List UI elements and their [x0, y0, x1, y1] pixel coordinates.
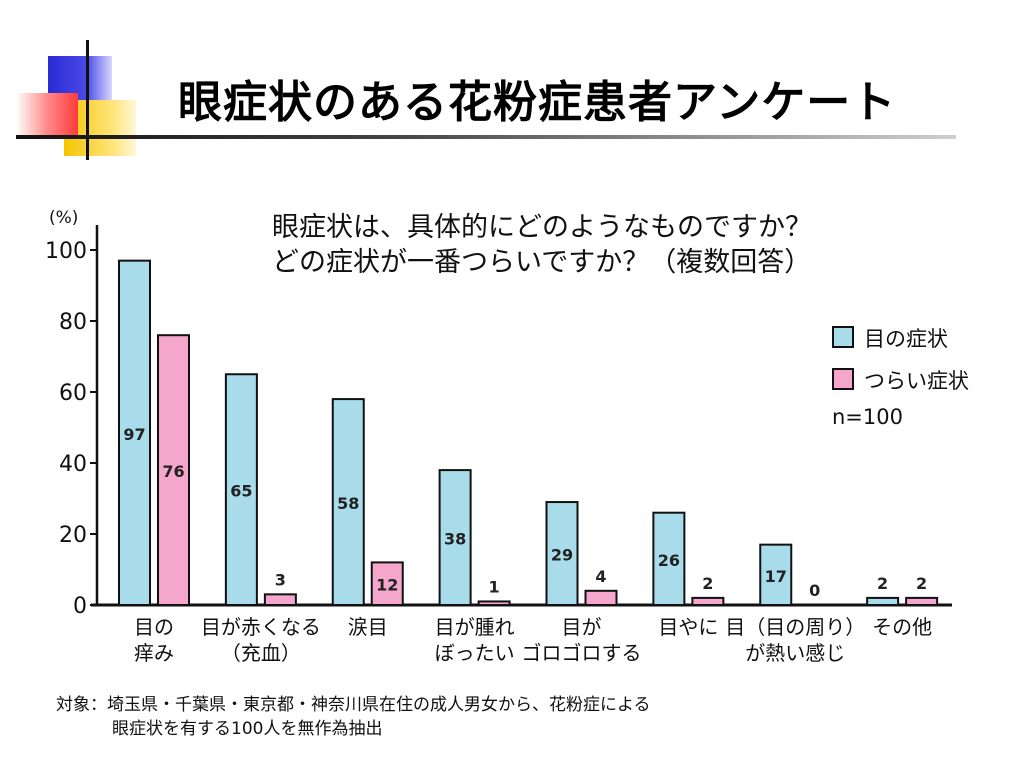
bar-value-label: 3	[275, 570, 286, 589]
y-tick-label: 60	[59, 381, 87, 406]
bar-value-label: 0	[809, 581, 820, 600]
bar-value-label: 4	[595, 567, 606, 586]
chart-axes	[90, 225, 952, 607]
bar-worst-symptoms	[691, 596, 725, 607]
bar-value-label: 58	[337, 494, 359, 513]
bar-worst-symptoms	[477, 600, 511, 607]
y-tick-label: 40	[59, 452, 87, 477]
bar-eye-symptoms	[118, 259, 151, 606]
category-label: その他	[872, 615, 932, 639]
bar-value-label: 38	[444, 530, 466, 549]
chart-labels: (%)0204060801009776目の痒み653目が赤くなる（充血）5812…	[45, 208, 932, 665]
sample-size-label: n=100	[832, 405, 903, 429]
category-label: 目（目の周り）	[725, 615, 865, 639]
bar-value-label: 1	[489, 577, 500, 596]
bar-worst-symptoms	[584, 589, 618, 606]
category-label-line2: 痒み	[134, 641, 174, 665]
bar-value-label: 2	[877, 574, 888, 593]
bar-eye-symptoms	[866, 596, 900, 607]
y-tick-label: 20	[59, 523, 87, 548]
decor-red-square	[16, 93, 78, 135]
bar-worst-symptoms	[157, 334, 190, 606]
legend-swatch-eye-symptoms	[832, 326, 854, 348]
category-label: 目が腫れ	[435, 615, 515, 639]
bar-value-label: 76	[162, 462, 184, 481]
legend-label-eye-symptoms: 目の症状	[864, 327, 948, 351]
bar-value-label: 29	[551, 546, 573, 565]
chart-bars	[118, 259, 939, 607]
bar-eye-symptoms	[759, 543, 793, 607]
question-line-1: 眼症状は、具体的にどのようなものですか？	[272, 212, 812, 243]
bar-worst-symptoms	[905, 596, 939, 607]
category-label-line2: ゴロゴロする	[522, 641, 642, 665]
y-tick-label: 0	[73, 594, 87, 619]
category-label-line2: が熱い感じ	[745, 641, 845, 665]
y-tick-label: 100	[45, 239, 87, 264]
category-label: 目の	[134, 615, 174, 639]
bar-value-label: 2	[916, 574, 927, 593]
bar-value-label: 2	[702, 574, 713, 593]
y-tick-label: 80	[59, 310, 87, 335]
bar-value-label: 26	[658, 551, 680, 570]
bar-value-label: 12	[376, 576, 398, 595]
bar-eye-symptoms	[438, 469, 472, 606]
bar-value-label: 17	[765, 567, 787, 586]
bar-eye-symptoms	[224, 373, 258, 606]
bar-worst-symptoms	[263, 593, 297, 606]
category-label: 涙目	[348, 615, 388, 639]
category-label-line2: ぼったい	[435, 641, 515, 665]
decor-horizontal-line	[16, 135, 956, 139]
bar-value-label: 65	[230, 482, 252, 501]
category-label: 目やに	[658, 615, 718, 639]
footnote-line-1: 対象：埼玉県・千葉県・東京都・神奈川県在住の成人男女から、花粉症による	[56, 695, 651, 715]
bar-eye-symptoms	[331, 398, 365, 606]
legend-swatch-worst-symptoms	[832, 368, 854, 390]
question-line-2: どの症状が一番つらいですか？（複数回答）	[272, 247, 812, 278]
legend-label-worst-symptoms: つらい症状	[864, 369, 969, 393]
category-label-line2: （充血）	[221, 641, 301, 665]
category-label: 目が赤くなる	[201, 615, 321, 639]
decor-vertical-line	[86, 40, 89, 160]
footnote-line-2: 眼症状を有する100人を無作為抽出	[112, 719, 383, 739]
bar-value-label: 97	[123, 425, 145, 444]
page-title: 眼症状のある花粉症患者アンケート	[178, 77, 897, 128]
bar-worst-symptoms	[370, 561, 404, 607]
y-unit-label: (%)	[49, 208, 78, 228]
category-label: 目が	[562, 615, 602, 639]
bar-eye-symptoms	[652, 511, 686, 607]
bar-eye-symptoms	[545, 501, 579, 606]
